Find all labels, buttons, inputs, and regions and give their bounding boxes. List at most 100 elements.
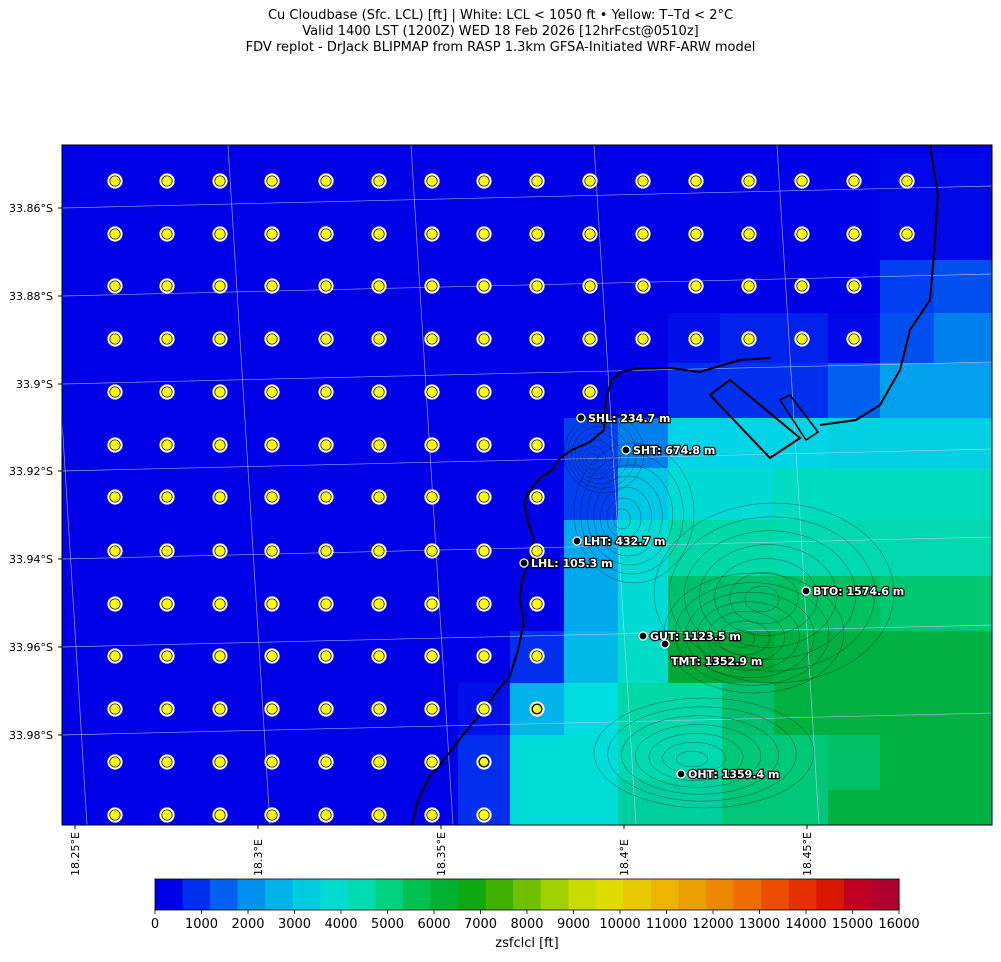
grid-marker <box>371 226 387 242</box>
grid-marker <box>476 596 492 612</box>
colorbar-swatch <box>706 879 735 910</box>
grid-marker <box>212 807 228 823</box>
grid-marker <box>582 278 598 294</box>
grid-marker <box>107 437 123 453</box>
grid-marker-outline <box>584 228 596 240</box>
latitude-tick-label: 33.92°S <box>9 465 53 478</box>
grid-marker-outline <box>478 809 490 821</box>
contour-line <box>648 733 744 781</box>
grid-marker-outline <box>320 228 332 240</box>
colorbar-tick-label: 2000 <box>231 917 264 932</box>
grid-marker <box>159 331 175 347</box>
colorbar-swatch <box>733 879 762 910</box>
grid-marker <box>688 173 704 189</box>
grid-marker <box>899 173 915 189</box>
terrain-contours <box>563 412 895 809</box>
lcl-cell <box>668 631 774 683</box>
grid-marker-outline <box>109 545 121 557</box>
grid-marker <box>476 701 492 717</box>
grid-marker-outline <box>637 175 649 187</box>
latitude-tick-label: 33.98°S <box>9 729 53 742</box>
grid-marker-outline <box>320 650 332 662</box>
grid-marker-outline <box>214 175 226 187</box>
grid-marker-outline <box>161 598 173 610</box>
grid-marker-outline <box>743 280 755 292</box>
grid-marker-outline <box>320 386 332 398</box>
grid-marker-outline <box>320 809 332 821</box>
grid-marker-outline <box>690 175 702 187</box>
grid-marker-outline <box>214 386 226 398</box>
longitude-tick-label: 18.45°E <box>801 832 814 876</box>
grid-marker <box>424 701 440 717</box>
grid-marker-outline <box>109 228 121 240</box>
lcl-cell <box>774 468 992 520</box>
grid-marker-outline <box>266 809 278 821</box>
grid-marker-outline <box>478 650 490 662</box>
grid-marker-outline <box>743 333 755 345</box>
grid-marker-outline <box>426 650 438 662</box>
grid-marker-outline <box>109 756 121 768</box>
latitude-line <box>62 712 992 736</box>
station-label: BTO: 1574.6 m <box>813 585 904 598</box>
colorbar-swatch <box>788 879 817 910</box>
grid-marker <box>424 489 440 505</box>
grid-marker-outline <box>848 280 860 292</box>
grid-marker-outline <box>266 756 278 768</box>
latitude-axis: 33.86°S 33.88°S 33.9°S 33.92°S 33.94°S 33.96°… <box>9 202 62 742</box>
grid-marker <box>476 489 492 505</box>
latitude-tick-label: 33.88°S <box>9 290 53 303</box>
grid-marker-outline <box>796 280 808 292</box>
grid-marker-outline <box>320 333 332 345</box>
grid-marker-outline <box>373 545 385 557</box>
grid-marker-outline <box>214 228 226 240</box>
grid-marker <box>318 331 334 347</box>
contour-line <box>634 724 762 788</box>
grid-marker-outline <box>426 545 438 557</box>
grid-marker-outline <box>426 386 438 398</box>
grid-marker <box>318 543 334 559</box>
grid-marker <box>794 331 810 347</box>
grid-marker <box>476 278 492 294</box>
colorbar-swatch <box>403 879 432 910</box>
grid-marker <box>264 331 280 347</box>
grid-marker <box>107 384 123 400</box>
grid-marker <box>635 173 651 189</box>
grid-marker-outline <box>637 280 649 292</box>
grid-marker-outline <box>320 175 332 187</box>
grid-marker-small <box>532 704 542 714</box>
grid-marker-outline <box>266 545 278 557</box>
grid-marker-outline <box>266 333 278 345</box>
grid-marker <box>264 173 280 189</box>
grid-marker <box>212 543 228 559</box>
grid-marker-outline <box>478 703 490 715</box>
lcl-cell <box>934 260 992 313</box>
contour-line <box>563 412 645 494</box>
contour-line <box>593 697 815 809</box>
grid-marker-outline <box>796 333 808 345</box>
grid-marker <box>107 701 123 717</box>
grid-marker-outline <box>109 809 121 821</box>
lcl-cell <box>618 520 668 632</box>
grid-marker <box>264 278 280 294</box>
grid-marker <box>159 807 175 823</box>
lcl-cell <box>722 735 828 825</box>
lcl-cell <box>618 683 722 735</box>
grid-marker <box>424 807 440 823</box>
grid-marker <box>424 437 440 453</box>
grid-marker-outline <box>426 280 438 292</box>
longitude-tick-label: 18.35°E <box>435 832 448 876</box>
colorbar-swatch <box>265 879 294 910</box>
station-label: TMT: 1352.9 m <box>671 655 762 668</box>
latitude-tick-label: 33.86°S <box>9 202 53 215</box>
grid-marker <box>318 173 334 189</box>
grid-marker <box>582 226 598 242</box>
colorbar-tick-label: 0 <box>151 917 159 932</box>
grid-marker <box>159 754 175 770</box>
grid-marker-outline <box>266 598 278 610</box>
grid-marker-outline <box>161 703 173 715</box>
grid-marker-outline <box>109 175 121 187</box>
contour-line <box>586 453 598 465</box>
grid-marker-outline <box>214 809 226 821</box>
grid-marker-outline <box>531 333 543 345</box>
grid-marker <box>318 754 334 770</box>
